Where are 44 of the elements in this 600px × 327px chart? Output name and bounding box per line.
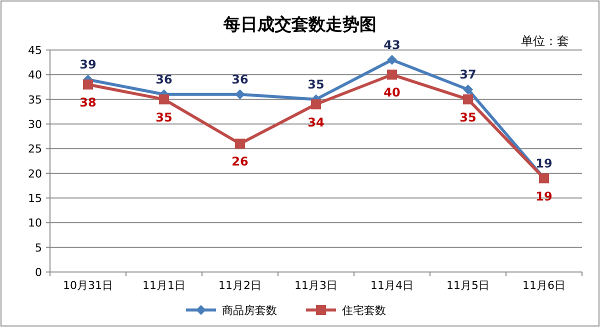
data-label: 35 bbox=[460, 110, 476, 124]
point bbox=[463, 94, 473, 104]
y-tick-label: 45 bbox=[28, 44, 42, 57]
y-tick-label: 40 bbox=[28, 68, 42, 82]
data-label: 35 bbox=[156, 110, 172, 124]
point bbox=[235, 89, 245, 100]
x-tick-label: 11月5日 bbox=[446, 279, 490, 292]
data-label: 37 bbox=[460, 67, 476, 82]
data-label: 36 bbox=[232, 72, 248, 86]
x-tick-label: 10月31日 bbox=[63, 279, 113, 292]
point bbox=[387, 54, 397, 65]
data-label: 39 bbox=[80, 58, 96, 72]
data-label: 40 bbox=[384, 86, 400, 100]
point bbox=[235, 138, 245, 149]
y-tick-label: 30 bbox=[28, 118, 42, 131]
legend-label: 商品房套数 bbox=[222, 304, 277, 317]
data-label: 19 bbox=[536, 156, 552, 170]
y-tick-label: 15 bbox=[28, 192, 42, 205]
data-label: 38 bbox=[80, 96, 96, 110]
data-label: 34 bbox=[308, 115, 324, 130]
legend-label: 住宅套数 bbox=[342, 304, 386, 317]
data-label: 26 bbox=[232, 154, 248, 169]
y-tick-label: 25 bbox=[28, 142, 42, 156]
x-tick-label: 11月4日 bbox=[370, 279, 414, 292]
y-tick-label: 5 bbox=[35, 241, 42, 254]
data-label: 35 bbox=[308, 77, 324, 92]
point bbox=[311, 99, 321, 110]
data-label: 43 bbox=[384, 38, 400, 52]
text: 单位：套 bbox=[521, 34, 569, 48]
x-tick-label: 11月2日 bbox=[218, 279, 262, 292]
data-label: 36 bbox=[156, 72, 172, 86]
point bbox=[83, 80, 93, 90]
y-tick-label: 0 bbox=[35, 266, 42, 279]
x-tick-label: 11月1日 bbox=[142, 279, 186, 292]
y-tick-label: 20 bbox=[28, 167, 42, 180]
y-tick-label: 35 bbox=[28, 93, 42, 106]
y-tick-label: 10 bbox=[28, 216, 42, 230]
chart-title: 每日成交套数走势图 bbox=[222, 15, 376, 35]
x-tick-label: 11月3日 bbox=[294, 279, 338, 292]
point bbox=[159, 94, 169, 104]
point bbox=[463, 84, 473, 94]
point bbox=[387, 70, 397, 80]
data-label: 19 bbox=[536, 189, 552, 204]
x-tick-label: 11月6日 bbox=[522, 279, 566, 292]
